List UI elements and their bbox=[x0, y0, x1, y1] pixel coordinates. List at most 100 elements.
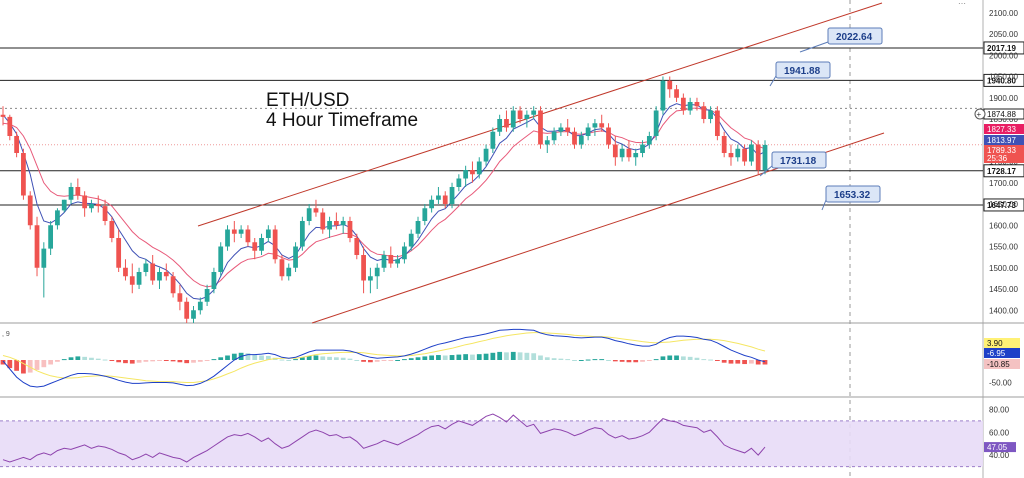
macd-histogram-bar bbox=[333, 357, 339, 360]
callout-label: 1731.18 bbox=[780, 156, 817, 167]
callout-box bbox=[827, 27, 883, 45]
price-tick-label: 2100.00 bbox=[989, 9, 1018, 18]
macd-histogram-bar bbox=[701, 359, 707, 361]
price-tag-label: 1874.88 bbox=[987, 110, 1016, 119]
macd-histogram-bar bbox=[408, 358, 414, 360]
candle-body bbox=[191, 310, 196, 319]
rsi-tick-label: 60.00 bbox=[989, 428, 1010, 437]
candle-body bbox=[381, 255, 387, 268]
price-tick-label: 2050.00 bbox=[989, 30, 1018, 39]
candle-body bbox=[27, 195, 33, 226]
candle-body bbox=[197, 301, 203, 311]
macd-histogram-bar bbox=[544, 357, 550, 360]
macd-histogram-bar bbox=[313, 355, 319, 360]
price-tag-label: 1813.97 bbox=[987, 136, 1016, 145]
macd-histogram-bar bbox=[21, 360, 26, 374]
macd-histogram-bar bbox=[68, 357, 74, 360]
macd-histogram-bar bbox=[442, 355, 448, 360]
macd-histogram-bar bbox=[55, 360, 60, 362]
macd-histogram-bar bbox=[123, 360, 128, 364]
price-tag-box bbox=[984, 124, 1024, 134]
price-callouts: 2022.64 1941.88 1731.18 1653.32 bbox=[759, 27, 883, 211]
horizontal-levels: 2017.19 1940.80 1728.17 1647.73 bbox=[0, 41, 1024, 212]
macd-histogram-bar bbox=[211, 359, 217, 361]
candle-body bbox=[82, 195, 88, 209]
candle-body bbox=[89, 204, 94, 209]
macd-tick-label: -50.00 bbox=[989, 379, 1012, 388]
candle-body bbox=[606, 127, 611, 145]
price-tick-label: 1900.00 bbox=[989, 94, 1018, 103]
macd-histogram-bar bbox=[163, 360, 169, 361]
macd-histogram-bar bbox=[646, 360, 652, 361]
callout-label: 1941.88 bbox=[784, 66, 821, 77]
price-tick-label: 1700.00 bbox=[989, 179, 1018, 188]
candle-body bbox=[504, 119, 509, 128]
price-tick-label: 1500.00 bbox=[989, 264, 1018, 273]
macd-histogram-bar bbox=[558, 358, 564, 360]
price-tick-label: 1600.00 bbox=[989, 221, 1018, 230]
macd-histogram-bar bbox=[143, 360, 149, 362]
candle-body bbox=[674, 89, 679, 98]
candle-body bbox=[551, 131, 557, 141]
rsi-tick-label: 40.00 bbox=[989, 451, 1010, 460]
macd-histogram-bar bbox=[327, 356, 332, 360]
settings-circle-button[interactable] bbox=[974, 108, 986, 120]
plus-icon[interactable]: + bbox=[977, 110, 982, 119]
candle-body bbox=[299, 221, 305, 247]
candle-body bbox=[531, 110, 537, 115]
price-tag-box bbox=[984, 153, 1024, 163]
candle-body bbox=[333, 221, 339, 226]
macd-histogram-bar bbox=[381, 360, 387, 361]
price-tag-label: 1827.33 bbox=[987, 125, 1016, 134]
macd-histogram-bar bbox=[225, 355, 230, 360]
macd-histogram-bar bbox=[218, 357, 224, 360]
rsi-overbought-oversold-band bbox=[0, 420, 983, 467]
candle-body bbox=[361, 255, 366, 281]
candle-body bbox=[157, 272, 162, 281]
candle-body bbox=[102, 206, 108, 221]
candle-body bbox=[490, 131, 496, 149]
macd-histogram-bar bbox=[606, 360, 611, 361]
macd-histogram-bar bbox=[714, 360, 720, 361]
candle-body bbox=[402, 246, 407, 260]
candle-body bbox=[436, 195, 441, 200]
candle-body bbox=[259, 238, 264, 251]
macd-histogram-bar bbox=[170, 360, 176, 362]
macd-histogram-bar bbox=[279, 359, 285, 361]
price-tick-label: 1550.00 bbox=[989, 243, 1018, 252]
candle-body bbox=[34, 225, 40, 268]
macd-histogram-bar bbox=[129, 360, 135, 364]
macd-tag-label: -6.95 bbox=[987, 349, 1006, 358]
candle-body bbox=[640, 144, 645, 153]
level-price-box bbox=[983, 164, 1024, 178]
candle-body bbox=[612, 144, 618, 158]
candle-body bbox=[279, 259, 285, 277]
candle-body bbox=[592, 123, 598, 128]
candle-body bbox=[116, 238, 122, 268]
candle-body bbox=[687, 102, 693, 111]
menu-dots-icon[interactable]: ⋯ bbox=[958, 0, 966, 8]
callout-box bbox=[775, 61, 831, 79]
macd-histogram-bar bbox=[572, 360, 577, 361]
candle-body bbox=[735, 148, 741, 158]
candle-body bbox=[163, 272, 169, 277]
macd-histogram-bar bbox=[735, 360, 741, 364]
candle-body bbox=[728, 153, 734, 158]
candlesticks bbox=[0, 76, 768, 323]
candle-body bbox=[585, 127, 591, 136]
candle-body bbox=[48, 225, 54, 249]
macd-histogram-bar bbox=[395, 360, 400, 361]
candle-body bbox=[470, 170, 475, 175]
candle-body bbox=[245, 229, 251, 243]
candle-body bbox=[429, 199, 435, 209]
candle-body bbox=[21, 153, 26, 196]
candle-body bbox=[456, 178, 462, 187]
macd-histogram-bar bbox=[27, 360, 33, 373]
macd-tag-box bbox=[984, 338, 1020, 348]
macd-histogram-bar bbox=[762, 360, 768, 365]
candle-body bbox=[701, 106, 707, 119]
candle-body bbox=[517, 110, 523, 119]
macd-histogram-bar bbox=[504, 352, 509, 360]
candle-body bbox=[415, 221, 421, 234]
